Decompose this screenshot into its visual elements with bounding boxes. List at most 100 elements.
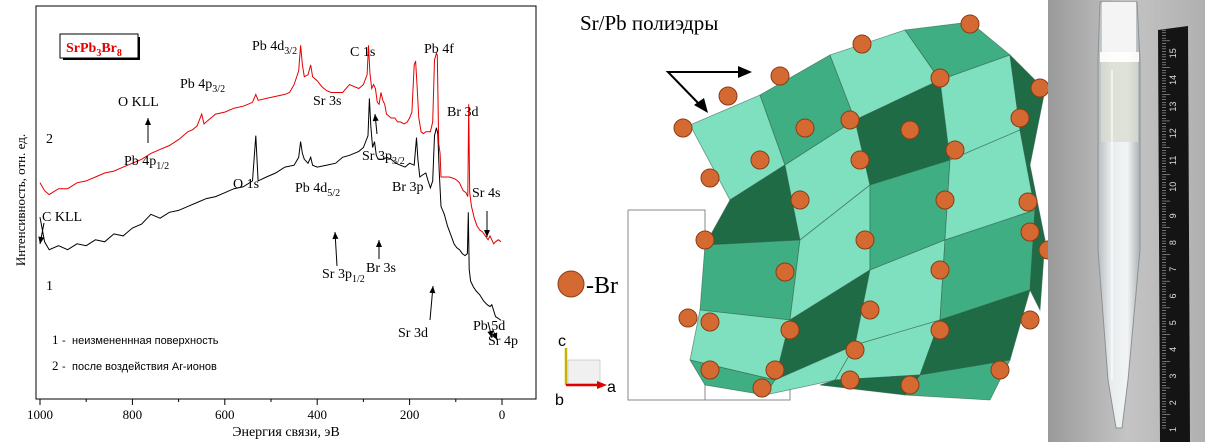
peak-label: C 1s bbox=[350, 45, 375, 60]
br-atom bbox=[765, 360, 785, 380]
peak-label: Sr 3s bbox=[313, 94, 341, 109]
peak-arrowhead bbox=[484, 230, 490, 237]
y-axis-label: Интенсивность, отн. ед. bbox=[13, 134, 28, 266]
peak-label: Pb 4p3/2 bbox=[180, 77, 225, 95]
br-atom bbox=[900, 375, 920, 395]
peak-arrowhead bbox=[372, 114, 379, 122]
br-atom bbox=[852, 34, 872, 54]
br-atom bbox=[845, 340, 865, 360]
axes-triad: c a b bbox=[555, 333, 616, 409]
x-tick-label: 0 bbox=[499, 407, 506, 422]
ruler-number: 5 bbox=[1168, 320, 1178, 325]
peak-arrowhead bbox=[487, 330, 494, 338]
br-atom bbox=[780, 320, 800, 340]
br-legend-atom bbox=[557, 270, 585, 298]
br-atom bbox=[1030, 78, 1050, 98]
peak-label: Sr 4s bbox=[472, 186, 500, 201]
ruler-number: 9 bbox=[1168, 213, 1178, 218]
peak-arrowhead bbox=[491, 332, 498, 340]
peak-label: Pb 4p1/2 bbox=[124, 154, 169, 172]
peak-label: Br 3p bbox=[392, 180, 424, 195]
br-atom bbox=[855, 230, 875, 250]
ruler-number: 2 bbox=[1168, 400, 1178, 405]
xps-chart: 1000 800 600 400 200 0 Pb 4d3/2 C 1s Pb 4f Pb 4p… bbox=[13, 5, 537, 440]
ruler-number: 14 bbox=[1168, 75, 1178, 85]
br-atom bbox=[795, 118, 815, 138]
ruler-number: 15 bbox=[1168, 48, 1178, 58]
legend: 1 - неизмененнная поверхность 2 - после … bbox=[52, 332, 219, 373]
legend-num-1: 1 bbox=[52, 332, 59, 347]
series-line-2 bbox=[39, 45, 502, 245]
legend-num-2: 2 bbox=[52, 358, 59, 373]
sample-formula: SrPb3Br8 bbox=[66, 41, 122, 59]
tube-liquid bbox=[1101, 62, 1138, 142]
x-tick-label: 400 bbox=[307, 407, 327, 422]
peak-label: Sr 3p1/2 bbox=[322, 267, 365, 285]
peak-label: Pb 4d5/2 bbox=[295, 181, 340, 199]
series-line-1 bbox=[39, 98, 502, 321]
peak-arrowhead bbox=[429, 286, 436, 294]
unit-cell bbox=[627, 209, 706, 401]
ruler-number: 8 bbox=[1168, 240, 1178, 245]
peak-label: O KLL bbox=[118, 95, 159, 110]
x-tick-label: 800 bbox=[123, 407, 143, 422]
axis-c-label: c bbox=[558, 333, 566, 350]
br-atom bbox=[930, 320, 950, 340]
structure-title: Sr/Pb полиэдры bbox=[580, 11, 718, 35]
br-atom bbox=[850, 150, 870, 170]
svg-text:-: - bbox=[62, 335, 66, 347]
br-atom bbox=[750, 150, 770, 170]
br-atom bbox=[718, 86, 738, 106]
crystal-structure: Sr/Pb полиэдры -Br c a b bbox=[555, 11, 1058, 409]
ruler-number: 10 bbox=[1168, 182, 1178, 192]
peak-label: Br 3s bbox=[366, 261, 396, 276]
sample-label-box: SrPb3Br8 bbox=[59, 33, 140, 60]
peak-label: Br 3d bbox=[447, 105, 479, 120]
peak-arrowhead bbox=[332, 232, 339, 240]
br-atom bbox=[860, 300, 880, 320]
peak-label: 1 bbox=[46, 279, 53, 294]
br-atom bbox=[770, 66, 790, 86]
x-axis-ticks: 1000 800 600 400 200 0 bbox=[27, 399, 505, 422]
peak-label: 2 bbox=[46, 132, 53, 147]
br-atom bbox=[930, 68, 950, 88]
ruler-number: 4 bbox=[1168, 347, 1178, 352]
br-atom bbox=[673, 118, 693, 138]
br-atom bbox=[900, 120, 920, 140]
peak-arrowhead bbox=[145, 118, 151, 125]
br-atom bbox=[935, 190, 955, 210]
peak-arrowhead bbox=[376, 240, 382, 247]
br-atom bbox=[1010, 108, 1030, 128]
legend-text-2: после воздействия Ar-ионов bbox=[72, 361, 217, 373]
ruler-number: 1 bbox=[1168, 427, 1178, 432]
br-legend-label: -Br bbox=[586, 273, 618, 299]
br-atom bbox=[930, 260, 950, 280]
ruler-number: 12 bbox=[1168, 128, 1178, 138]
br-atom bbox=[695, 230, 715, 250]
br-atom bbox=[752, 378, 772, 398]
x-axis-label: Энергия связи, эВ bbox=[232, 425, 340, 440]
tube-stopper bbox=[1102, 2, 1136, 52]
ruler-number: 7 bbox=[1168, 267, 1178, 272]
peak-label: Sr 3p3/2 bbox=[362, 149, 405, 167]
ruler-number: 6 bbox=[1168, 293, 1178, 298]
x-tick-label: 1000 bbox=[27, 407, 53, 422]
plot-frame bbox=[35, 5, 537, 400]
br-atom bbox=[790, 190, 810, 210]
ruler-number: 13 bbox=[1168, 102, 1178, 112]
br-atom bbox=[840, 370, 860, 390]
br-atom bbox=[700, 168, 720, 188]
br-atom bbox=[700, 312, 720, 332]
peak-label: Sr 3d bbox=[398, 326, 428, 341]
polyhedra-arrows bbox=[665, 66, 752, 113]
br-atom bbox=[960, 14, 980, 34]
ruler-number: 3 bbox=[1168, 374, 1178, 379]
peak-label: Pb 4f bbox=[424, 42, 454, 57]
series-group bbox=[39, 45, 502, 321]
annotations: Pb 4d3/2 C 1s Pb 4f Pb 4p3/2 O KLL Sr 3s Br 3d… bbox=[38, 39, 518, 349]
br-atom bbox=[1018, 192, 1038, 212]
br-atom bbox=[775, 262, 795, 282]
